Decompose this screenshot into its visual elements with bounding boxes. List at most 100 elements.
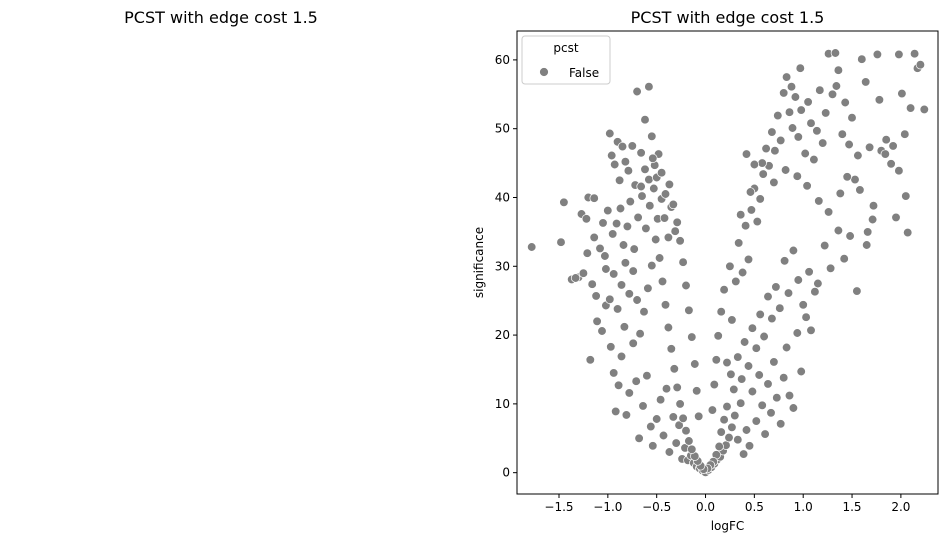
- data-point: [624, 388, 634, 398]
- x-tick-label: −1.0: [593, 500, 622, 514]
- data-point: [603, 205, 613, 216]
- data-point: [605, 294, 615, 304]
- data-point: [664, 447, 675, 457]
- data-point: [766, 408, 776, 418]
- x-axis-label: logFC: [711, 519, 745, 533]
- data-point: [672, 217, 682, 227]
- x-tick-label: −1.5: [544, 500, 573, 514]
- data-point: [741, 425, 752, 435]
- data-point: [867, 214, 878, 225]
- data-point: [722, 401, 732, 412]
- data-point: [744, 441, 755, 451]
- data-point: [775, 303, 785, 313]
- data-point: [606, 342, 616, 352]
- data-point: [839, 254, 849, 264]
- data-point: [813, 278, 823, 289]
- data-point: [784, 390, 795, 401]
- data-point: [527, 242, 537, 252]
- data-point: [654, 253, 665, 263]
- data-point: [891, 212, 901, 223]
- data-point: [802, 181, 812, 191]
- data-point: [659, 213, 670, 223]
- data-point: [793, 132, 803, 142]
- data-point: [629, 244, 639, 254]
- data-point: [595, 243, 605, 254]
- data-point: [779, 256, 790, 266]
- data-point: [779, 373, 789, 383]
- data-point: [660, 300, 671, 310]
- data-point: [830, 48, 841, 58]
- data-point: [786, 82, 797, 92]
- data-point: [612, 304, 623, 314]
- data-point: [767, 313, 777, 324]
- data-point: [801, 312, 811, 322]
- data-point: [754, 370, 764, 380]
- data-point: [825, 263, 836, 273]
- legend-title: pcst: [553, 41, 578, 55]
- data-point: [678, 413, 688, 423]
- data-point: [675, 236, 685, 246]
- data-point: [649, 183, 659, 194]
- data-point: [670, 226, 680, 236]
- data-point: [787, 123, 798, 133]
- data-point: [820, 240, 830, 251]
- data-point: [589, 232, 599, 243]
- data-point: [581, 214, 592, 224]
- data-point: [642, 371, 652, 381]
- data-point: [684, 436, 694, 446]
- data-point: [804, 267, 814, 277]
- data-point: [874, 95, 885, 105]
- data-point: [585, 355, 595, 365]
- data-point: [872, 49, 883, 60]
- y-tick-label: 40: [495, 190, 510, 204]
- data-point: [716, 427, 726, 437]
- data-point: [779, 88, 789, 98]
- data-point: [655, 395, 666, 405]
- data-point: [628, 266, 638, 276]
- data-point: [864, 142, 875, 152]
- data-point: [613, 380, 624, 390]
- data-point: [592, 316, 602, 326]
- data-point: [800, 148, 810, 159]
- data-point: [627, 141, 637, 151]
- data-point: [645, 201, 655, 211]
- data-point: [633, 212, 643, 223]
- y-axis-ticks: 0 10 20 30 40 50 60: [495, 53, 517, 480]
- data-point: [792, 328, 802, 338]
- data-point: [796, 366, 806, 377]
- x-tick-label: 1.5: [842, 500, 861, 514]
- data-point: [757, 158, 767, 168]
- y-tick-label: 10: [495, 397, 510, 411]
- data-point: [909, 49, 920, 59]
- data-point: [609, 269, 619, 279]
- data-point: [814, 196, 824, 206]
- data-point: [903, 227, 913, 238]
- data-point: [610, 159, 620, 170]
- data-point: [798, 300, 808, 310]
- data-point: [810, 287, 820, 297]
- data-point: [852, 286, 862, 296]
- data-point: [620, 157, 631, 167]
- y-tick-label: 0: [502, 466, 510, 480]
- data-point: [660, 189, 671, 199]
- data-point: [737, 374, 747, 384]
- data-point: [601, 264, 611, 274]
- data-point: [607, 150, 617, 161]
- data-point: [621, 410, 632, 420]
- plot-frame: [516, 30, 939, 495]
- data-point: [731, 276, 741, 287]
- x-axis-ticks: −1.5 −1.0 −0.5 0.0 0.5 1.0 1.5 2.0: [544, 494, 910, 514]
- x-tick-label: −0.5: [642, 500, 671, 514]
- data-point: [647, 131, 657, 141]
- data-point: [597, 326, 607, 336]
- data-point: [759, 331, 769, 342]
- data-point: [719, 285, 729, 295]
- data-point: [719, 415, 729, 425]
- data-point: [761, 143, 771, 154]
- data-point: [657, 276, 668, 287]
- data-point: [669, 364, 679, 374]
- data-point: [827, 89, 838, 99]
- data-point: [743, 254, 754, 265]
- data-point: [622, 221, 633, 232]
- data-point: [847, 113, 857, 123]
